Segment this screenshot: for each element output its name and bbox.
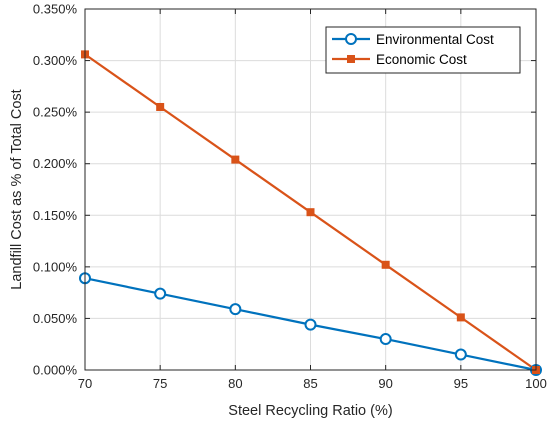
legend-label: Economic Cost xyxy=(376,52,467,67)
data-point xyxy=(381,260,390,269)
y-tick-label: 0.050% xyxy=(33,311,78,326)
series-layer xyxy=(79,50,542,376)
x-tick-label: 90 xyxy=(378,376,392,391)
grid-lines xyxy=(85,9,536,370)
x-tick-label: 85 xyxy=(303,376,317,391)
y-tick-label: 0.200% xyxy=(33,156,78,171)
data-point xyxy=(154,287,167,300)
data-point xyxy=(231,155,240,164)
data-point xyxy=(304,318,317,331)
data-point xyxy=(454,348,467,361)
data-point xyxy=(379,333,392,346)
y-tick-label: 0.150% xyxy=(33,208,78,223)
data-point xyxy=(456,313,465,322)
y-axis-ticks: 0.000% 0.050% 0.100% 0.150% 0.200% 0.250% 0.30… xyxy=(33,2,536,378)
x-tick-label: 100 xyxy=(525,376,547,391)
data-point xyxy=(306,208,315,217)
y-tick-label: 0.250% xyxy=(33,105,78,120)
legend-marker xyxy=(347,55,355,63)
legend-box xyxy=(325,26,521,74)
y-tick-label: 0.300% xyxy=(33,53,78,68)
x-tick-label: 80 xyxy=(228,376,242,391)
y-tick-label: 0.000% xyxy=(33,363,78,378)
y-tick-label: 0.350% xyxy=(33,2,78,17)
data-point xyxy=(156,102,165,111)
x-tick-label: 75 xyxy=(153,376,167,391)
x-axis-label: Steel Recycling Ratio (%) xyxy=(228,403,392,419)
data-point xyxy=(229,303,242,316)
y-axis-label: Landfill Cost as % of Total Cost xyxy=(9,89,25,289)
legend: Environmental Cost Economic Cost xyxy=(325,26,521,74)
legend-label: Environmental Cost xyxy=(376,32,494,47)
x-axis-ticks: 70 75 80 85 90 95 100 xyxy=(78,9,547,391)
legend-marker xyxy=(345,33,357,45)
y-tick-label: 0.100% xyxy=(33,259,78,274)
x-tick-label: 70 xyxy=(78,376,92,391)
x-tick-label: 95 xyxy=(454,376,468,391)
